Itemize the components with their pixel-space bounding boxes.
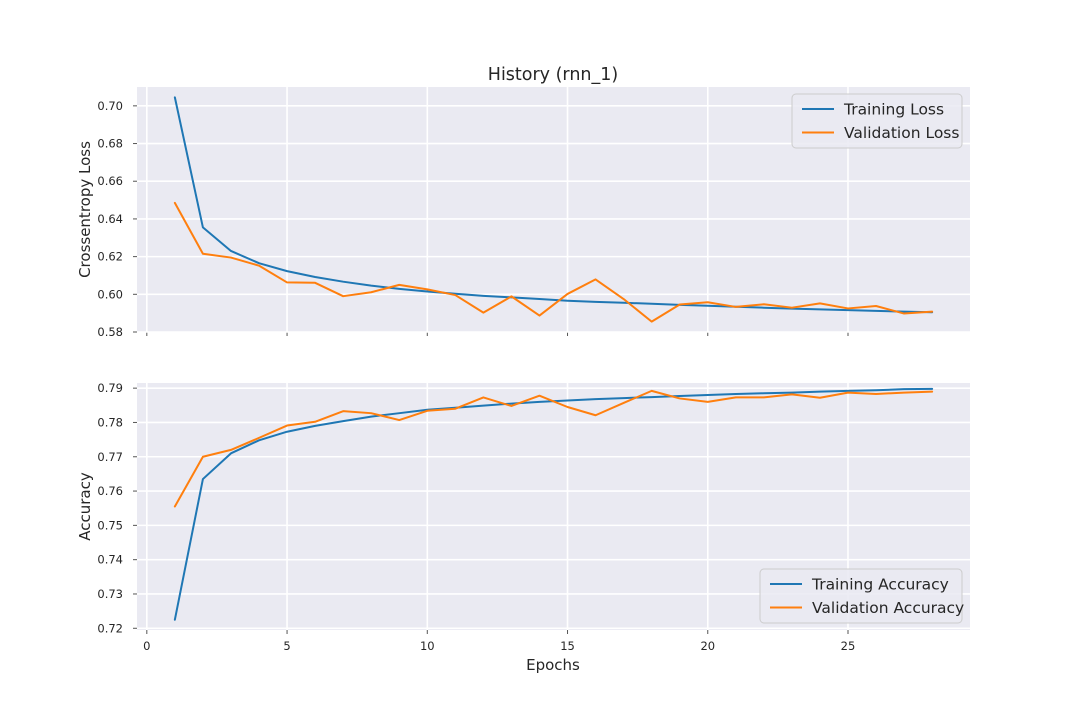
training-loss-legend-label: Training Loss: [843, 101, 944, 119]
loss-y-tick-label: 0.70: [97, 99, 123, 113]
x-tick-label: 0: [143, 639, 150, 653]
accuracy-y-axis-label: Accuracy: [76, 472, 94, 541]
loss-y-tick-label: 0.64: [97, 212, 123, 226]
accuracy-y-tick-label: 0.74: [97, 553, 123, 567]
loss-y-tick-label: 0.58: [97, 325, 123, 339]
chart-title: History (rnn_1): [488, 65, 618, 85]
accuracy-legend-box: [759, 568, 963, 624]
accuracy-y-tick-label: 0.73: [97, 587, 123, 601]
loss-legend-box: [791, 93, 963, 149]
accuracy-y-tick-label: 0.72: [97, 621, 123, 635]
accuracy-legend: Training Accuracy Validation Accuracy: [759, 568, 964, 624]
x-tick-label: 20: [700, 639, 715, 653]
training-loss-line: [173, 96, 934, 314]
accuracy-panel: 0 5 10 15 20 25 0.72 0.73 0.74 0.75 0.76 0.77 0.78 0.…: [76, 381, 970, 653]
loss-panel: 0.58 0.60 0.62 0.64 0.66 0.68 0.70 Crossentropy…: [76, 87, 970, 339]
accuracy-y-tick-label: 0.76: [97, 484, 123, 498]
accuracy-y-tick-label: 0.77: [97, 450, 123, 464]
training-accuracy-legend-label: Training Accuracy: [811, 576, 949, 594]
validation-accuracy-line: [173, 389, 934, 508]
x-tick-label: 15: [560, 639, 575, 653]
loss-y-tick-label: 0.68: [97, 137, 123, 151]
loss-y-tick-label: 0.66: [97, 174, 123, 188]
validation-loss-line: [173, 201, 934, 323]
accuracy-y-tick-label: 0.75: [97, 518, 123, 532]
x-axis-label: Epochs: [526, 656, 580, 674]
x-tick-label: 5: [283, 639, 290, 653]
loss-y-tick-label: 0.60: [97, 287, 123, 301]
loss-legend: Training Loss Validation Loss: [791, 93, 963, 149]
x-tick-label: 25: [841, 639, 856, 653]
accuracy-y-tick-label: 0.79: [97, 381, 123, 395]
validation-accuracy-legend-label: Validation Accuracy: [812, 599, 964, 617]
accuracy-y-tick-label: 0.78: [97, 415, 123, 429]
validation-loss-legend-label: Validation Loss: [844, 124, 959, 142]
loss-y-axis-label: Crossentropy Loss: [76, 141, 94, 278]
x-tick-label: 10: [420, 639, 435, 653]
loss-y-tick-label: 0.62: [97, 250, 123, 264]
